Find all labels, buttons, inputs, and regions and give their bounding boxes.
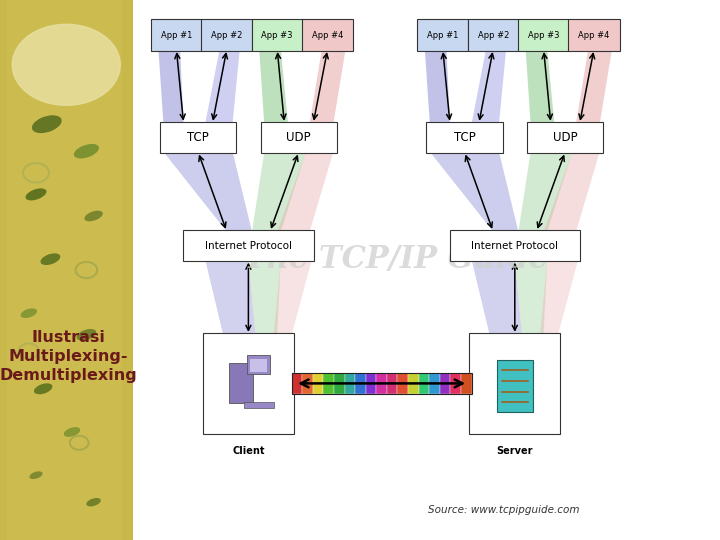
Text: App #3: App #3 [528,31,559,39]
FancyBboxPatch shape [366,373,377,394]
FancyBboxPatch shape [569,19,620,51]
FancyBboxPatch shape [250,359,267,372]
FancyBboxPatch shape [261,122,337,153]
FancyBboxPatch shape [497,360,533,412]
FancyBboxPatch shape [323,373,334,394]
FancyBboxPatch shape [418,373,429,394]
Ellipse shape [86,498,101,507]
FancyBboxPatch shape [397,373,408,394]
Polygon shape [518,152,572,232]
FancyBboxPatch shape [151,19,202,51]
FancyBboxPatch shape [201,19,252,51]
FancyBboxPatch shape [426,122,503,153]
FancyBboxPatch shape [183,230,313,261]
FancyBboxPatch shape [244,402,274,408]
FancyBboxPatch shape [203,333,294,434]
Polygon shape [526,49,554,124]
FancyBboxPatch shape [451,373,461,394]
Polygon shape [158,49,184,124]
FancyBboxPatch shape [0,0,133,540]
Text: App #4: App #4 [312,31,343,39]
Ellipse shape [84,211,103,221]
Polygon shape [274,260,312,335]
FancyBboxPatch shape [527,122,603,153]
Polygon shape [515,260,547,335]
FancyBboxPatch shape [440,373,451,394]
Ellipse shape [74,144,99,158]
Text: Internet Protocol: Internet Protocol [205,241,292,251]
FancyBboxPatch shape [408,373,418,394]
Circle shape [12,24,120,105]
Polygon shape [163,152,252,232]
FancyBboxPatch shape [312,373,323,394]
FancyBboxPatch shape [7,0,122,540]
Polygon shape [277,152,333,232]
FancyBboxPatch shape [468,19,519,51]
FancyBboxPatch shape [292,373,302,394]
FancyBboxPatch shape [387,373,397,394]
Text: App #4: App #4 [578,31,610,39]
Ellipse shape [21,308,37,318]
FancyBboxPatch shape [518,19,569,51]
FancyBboxPatch shape [334,373,345,394]
Polygon shape [248,260,281,335]
Text: App #1: App #1 [427,31,459,39]
Text: UDP: UDP [553,131,577,144]
Ellipse shape [32,115,62,133]
Polygon shape [310,49,346,124]
Polygon shape [205,49,240,124]
FancyBboxPatch shape [247,355,270,374]
Polygon shape [544,152,600,232]
Ellipse shape [34,383,53,394]
Text: Internet Protocol: Internet Protocol [472,241,558,251]
Text: TCP: TCP [187,131,209,144]
Polygon shape [259,49,288,124]
Polygon shape [425,49,450,124]
FancyBboxPatch shape [345,373,355,394]
Text: UDP: UDP [287,131,311,144]
Polygon shape [252,152,306,232]
FancyBboxPatch shape [429,373,440,394]
Polygon shape [576,49,612,124]
FancyBboxPatch shape [302,373,312,394]
Polygon shape [430,152,518,232]
Text: App #2: App #2 [211,31,243,39]
Text: App #2: App #2 [477,31,509,39]
FancyBboxPatch shape [252,19,303,51]
Text: Ilustrasi
Multiplexing-
Demultiplexing: Ilustrasi Multiplexing- Demultiplexing [0,330,138,383]
Text: App #3: App #3 [261,31,293,39]
Text: The TCP/IP Guide: The TCP/IP Guide [244,244,548,275]
FancyBboxPatch shape [418,19,469,51]
Polygon shape [540,260,578,335]
Polygon shape [472,260,522,335]
Text: Server: Server [497,446,533,456]
Ellipse shape [76,329,96,341]
FancyBboxPatch shape [160,122,236,153]
Ellipse shape [25,188,47,200]
Text: Client: Client [232,446,265,456]
Ellipse shape [64,427,80,437]
Ellipse shape [40,253,60,265]
Ellipse shape [30,471,42,479]
Text: App #1: App #1 [161,31,192,39]
Polygon shape [205,260,256,335]
FancyBboxPatch shape [302,19,353,51]
Polygon shape [472,49,506,124]
Text: TCP: TCP [454,131,475,144]
FancyBboxPatch shape [469,333,560,434]
Text: Source: www.tcpipguide.com: Source: www.tcpipguide.com [428,505,580,515]
FancyBboxPatch shape [461,373,472,394]
FancyBboxPatch shape [377,373,387,394]
FancyBboxPatch shape [355,373,366,394]
FancyBboxPatch shape [229,363,253,403]
FancyBboxPatch shape [449,230,580,261]
